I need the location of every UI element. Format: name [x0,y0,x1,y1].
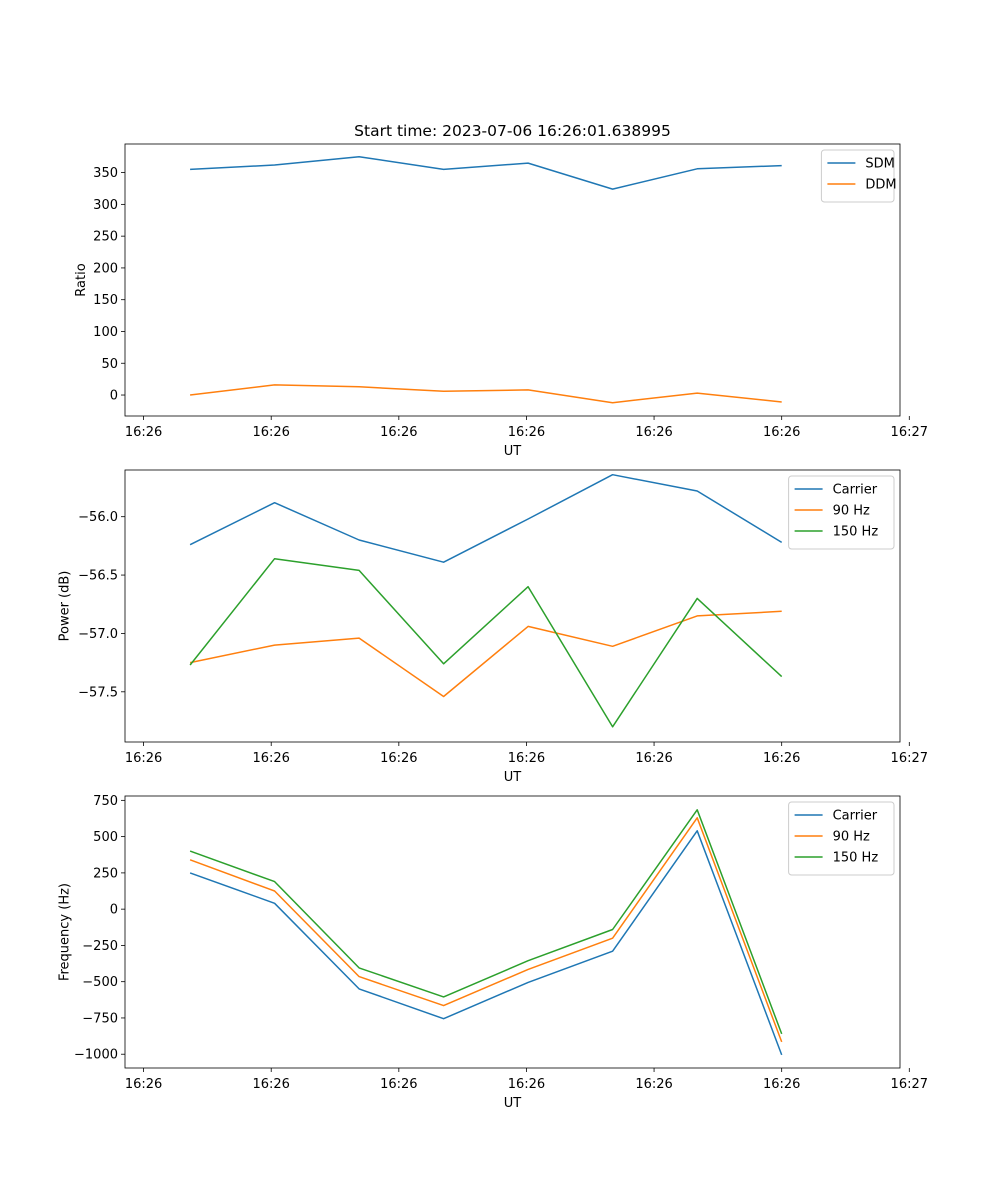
panel-1-x-tick-label: 16:26 [125,425,162,440]
panel-2-x-tick-label: 16:26 [252,751,289,766]
panel-3-y-tick-label: −1000 [74,1048,118,1063]
panel-1-series-ddm-line [190,384,782,404]
panel-2-legend-label-carrier: Carrier [833,483,878,498]
panel-1-x-tick-label: 16:26 [635,425,672,440]
panel-2-x-tick-label: 16:26 [635,751,672,766]
panel-3-y-axis-label: Frequency (Hz) [58,883,73,981]
panel-3-y-tick-label: 0 [110,903,118,918]
panel-3-x-axis-label: UT [504,1096,522,1111]
panel-2-y-axis-label: Power (dB) [58,571,73,642]
panel-3-series-150-hz-line [189,809,783,1035]
panel-1-y-tick-label: 200 [93,261,118,276]
panels: 16:26 16:26 16:26 16:26 16:26 16:26 16:27 0 50 10… [58,143,929,1111]
panel-2-y-tick-label: −56.5 [78,569,118,584]
panel-3-legend-label-150-hz: 150 Hz [833,851,879,866]
panel-1-x-tick-label: 16:26 [763,425,800,440]
panel-1: 16:26 16:26 16:26 16:26 16:26 16:26 16:27 0 50 10… [74,143,928,459]
panel-3-y-tick-label: 250 [93,866,118,881]
panel-3-y-tick-label: −750 [82,1011,118,1026]
panel-2-x-tick-label: 16:26 [508,751,545,766]
panel-1-x-tick-label: 16:26 [508,425,545,440]
panel-1-y-tick-label: 100 [93,325,118,340]
panel-2-legend-label-150-hz: 150 Hz [833,525,879,540]
panel-2-x-tick-label: 16:26 [763,751,800,766]
panel-1-y-tick-label: 150 [93,293,118,308]
panel-3-y-tick-label: −500 [82,975,118,990]
panel-3-legend-label-carrier: Carrier [833,809,878,824]
panel-2-series-150-hz-line [189,557,783,728]
panel-3-y-tick-label: −250 [82,939,118,954]
panel-1-series-sdm-line [190,155,782,190]
panel-3-x-tick-label: 16:26 [252,1077,289,1092]
panel-1-x-tick-label: 16:26 [252,425,289,440]
panel-3-y-tick-label: 750 [93,794,118,809]
panel-2-y-tick-label: −57.0 [78,627,118,642]
panel-1-legend: SDM DDM [820,149,897,203]
panel-1-x-tick-label: 16:26 [380,425,417,440]
panel-2-x-tick-label: 16:26 [380,751,417,766]
panel-1-legend-label-ddm: DDM [865,178,896,193]
panel-3-series-90-hz-line [189,817,783,1043]
panel-3-series-carrier-line [189,830,783,1056]
panel-2-legend-label-90-hz: 90 Hz [833,504,870,519]
panel-1-y-tick-label: 0 [110,389,118,404]
panel-3-x-tick-label: 16:26 [508,1077,545,1092]
panel-2-legend: Carrier 90 Hz 150 Hz [788,475,895,550]
panel-2-x-tick-label: 16:26 [125,751,162,766]
panel-3-y-tick-label: 500 [93,830,118,845]
panel-2-series-carrier-line [189,473,783,563]
panel-3-axes-frame [124,795,901,1069]
panel-1-y-tick-label: 350 [93,166,118,181]
panel-3-x-tick-label: 16:27 [891,1077,928,1092]
panel-3-x-tick-label: 16:26 [763,1077,800,1092]
panel-1-y-axis-label: Ratio [74,263,89,296]
panel-1-y-tick-label: 250 [93,230,118,245]
panel-2-y-tick-label: −56.0 [78,510,118,525]
panel-3-legend: Carrier 90 Hz 150 Hz [788,801,895,876]
figure-title: Start time: 2023-07-06 16:26:01.638995 [354,122,671,140]
panel-3-legend-label-90-hz: 90 Hz [833,830,870,845]
panel-2: 16:26 16:26 16:26 16:26 16:26 16:26 16:27 −57.5… [58,469,928,785]
panel-3-x-tick-label: 16:26 [380,1077,417,1092]
panel-3-x-tick-label: 16:26 [635,1077,672,1092]
panel-1-x-tick-label: 16:27 [891,425,928,440]
panel-1-y-tick-label: 50 [101,357,118,372]
panel-3-x-tick-label: 16:26 [125,1077,162,1092]
panel-1-legend-label-sdm: SDM [865,157,894,172]
panel-2-x-tick-label: 16:27 [891,751,928,766]
panel-2-axes-frame [124,469,901,743]
panel-3: 16:26 16:26 16:26 16:26 16:26 16:26 16:27 −1000… [58,794,929,1111]
panel-1-x-axis-label: UT [504,444,522,459]
panel-1-axes-frame [124,143,901,417]
panel-2-y-tick-label: −57.5 [78,685,118,700]
panel-2-x-axis-label: UT [504,770,522,785]
panel-1-y-tick-label: 300 [93,198,118,213]
